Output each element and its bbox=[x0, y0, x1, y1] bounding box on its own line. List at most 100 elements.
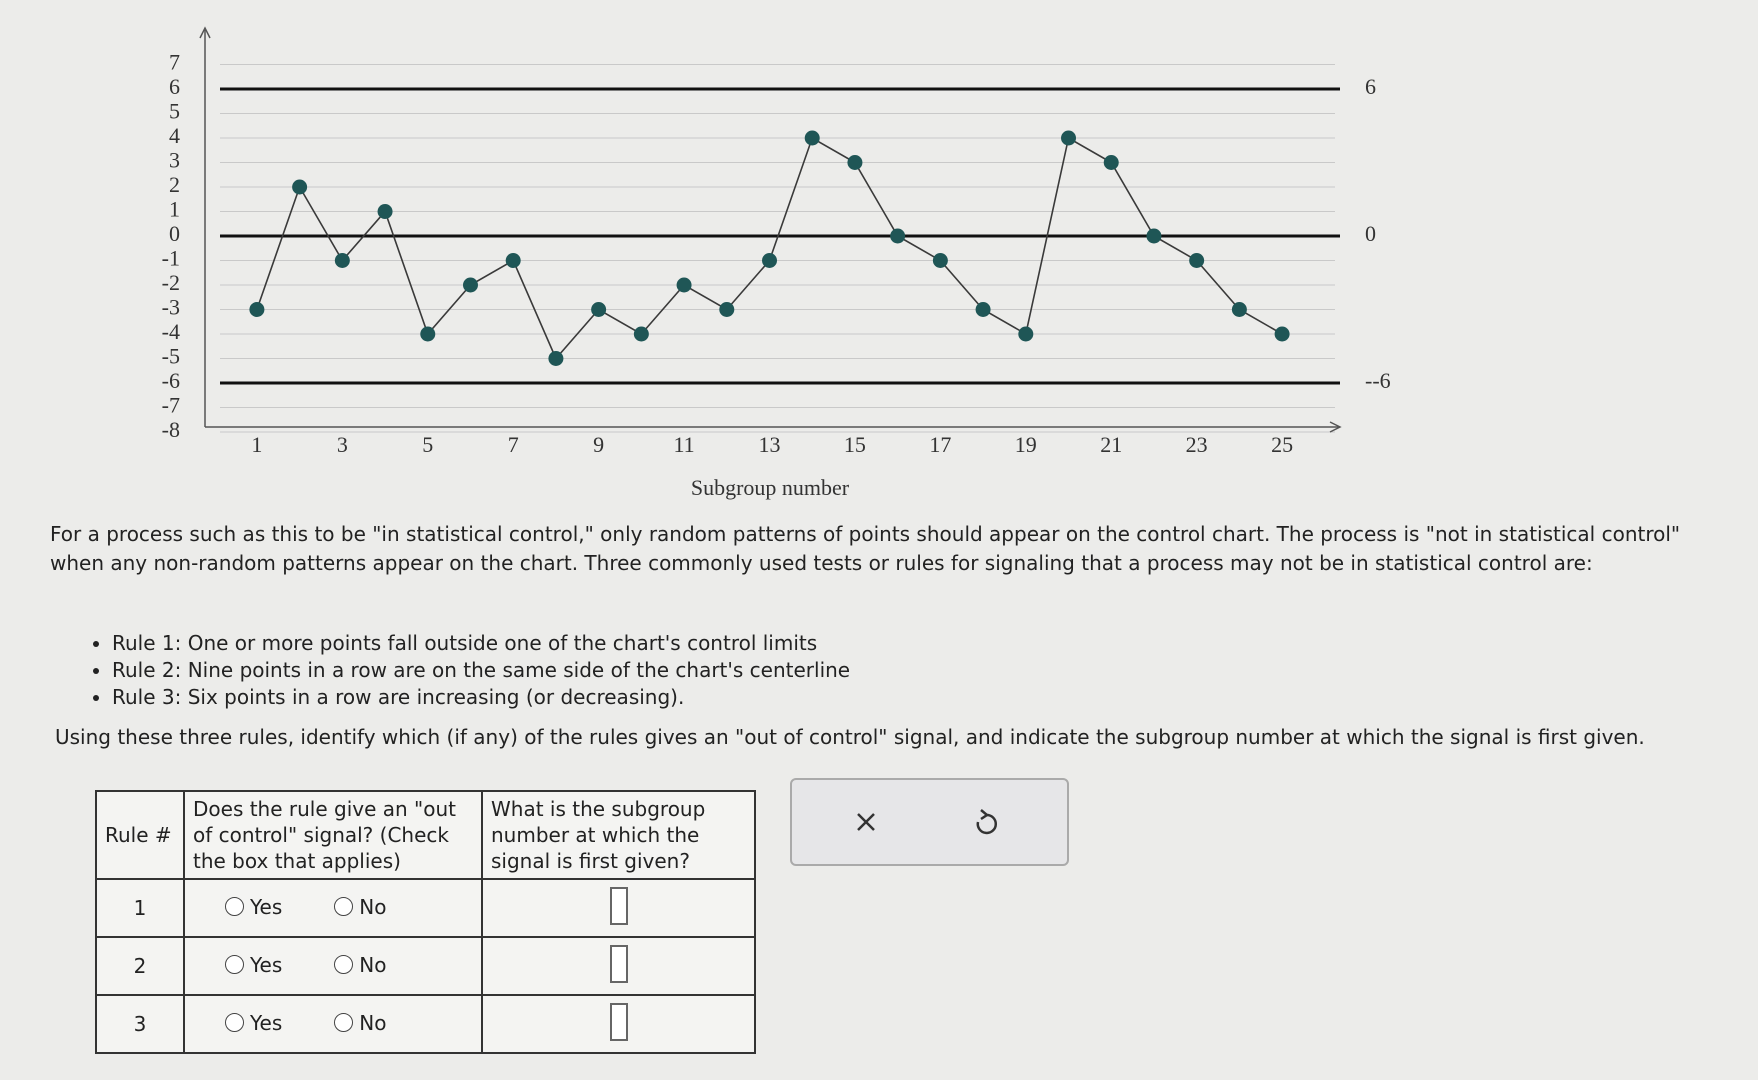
radio-option[interactable]: No bbox=[334, 894, 387, 919]
y-tick-label: 6 bbox=[169, 74, 180, 99]
x-tick-label: 23 bbox=[1186, 432, 1208, 457]
x-tick-label: 5 bbox=[422, 432, 433, 457]
y-tick-label: -5 bbox=[162, 344, 180, 369]
clear-button[interactable] bbox=[857, 813, 875, 831]
y-tick-label: 4 bbox=[169, 123, 180, 148]
y-tick-label: -7 bbox=[162, 393, 180, 418]
reset-button[interactable] bbox=[976, 809, 998, 835]
data-point bbox=[1231, 302, 1247, 317]
radio-button[interactable] bbox=[334, 897, 354, 917]
input-cell bbox=[481, 936, 756, 996]
rule-number: 1 bbox=[95, 878, 185, 938]
data-point bbox=[591, 302, 607, 317]
table-body: 1 Yes No 2 Yes No 3 Yes No bbox=[95, 878, 756, 1054]
y-tick-label: 0 bbox=[169, 221, 180, 246]
data-point bbox=[1018, 326, 1034, 342]
radio-label: Yes bbox=[250, 894, 283, 919]
data-point bbox=[633, 326, 649, 342]
subgroup-input[interactable] bbox=[609, 886, 628, 925]
input-cell bbox=[481, 994, 756, 1054]
data-point bbox=[292, 179, 308, 195]
radio-option[interactable]: No bbox=[334, 1011, 387, 1035]
table-row: 3 Yes No bbox=[95, 994, 756, 1054]
data-point bbox=[932, 253, 948, 268]
data-point bbox=[334, 253, 350, 268]
x-tick-label: 25 bbox=[1271, 432, 1293, 457]
data-line bbox=[256, 136, 1283, 360]
x-axis-arrow bbox=[1329, 421, 1342, 433]
y-tick-label: 3 bbox=[169, 148, 180, 173]
radio-button[interactable] bbox=[334, 955, 354, 975]
header-cell: What is the subgroup number at which the… bbox=[481, 790, 756, 880]
x-axis-label: Subgroup number bbox=[691, 475, 850, 500]
header-cell: Rule # bbox=[95, 790, 185, 880]
radio-option[interactable]: Yes bbox=[225, 895, 282, 919]
x-tick-label: 3 bbox=[337, 432, 348, 457]
data-point bbox=[548, 351, 564, 366]
rule-number: 3 bbox=[95, 994, 185, 1054]
y-axis-arrow bbox=[199, 26, 211, 39]
data-point bbox=[847, 155, 863, 170]
y-tick-label: -6 bbox=[162, 368, 180, 393]
subgroup-input[interactable] bbox=[609, 1002, 628, 1041]
radio-cell: Yes No bbox=[183, 878, 483, 938]
radio-option[interactable]: No bbox=[334, 952, 387, 977]
x-tick-label: 1 bbox=[251, 432, 262, 457]
intro-text: For a process such as this to be "in sta… bbox=[50, 522, 1681, 575]
rule-item: Rule 3: Six points in a row are increasi… bbox=[112, 684, 850, 711]
data-point bbox=[804, 130, 820, 146]
data-point bbox=[377, 204, 393, 219]
radio-button[interactable] bbox=[225, 1013, 244, 1033]
rule-item: Rule 2: Nine points in a row are on the … bbox=[112, 657, 850, 684]
header-cell: Does the rule give an "out of control" s… bbox=[183, 790, 483, 880]
data-point bbox=[420, 326, 436, 342]
control-line-label: 6 bbox=[1365, 74, 1376, 99]
question-text: Using these three rules, identify which … bbox=[55, 725, 1645, 749]
radio-label: Yes bbox=[250, 1010, 283, 1035]
y-tick-label: -2 bbox=[162, 270, 180, 295]
radio-button[interactable] bbox=[225, 955, 244, 975]
radio-label: No bbox=[359, 894, 387, 919]
radio-label: No bbox=[359, 952, 387, 977]
control-line-label: --6 bbox=[1365, 368, 1391, 393]
action-buttons bbox=[790, 778, 1069, 866]
data-point bbox=[762, 253, 777, 268]
radio-button[interactable] bbox=[334, 1013, 354, 1033]
rule-number: 2 bbox=[95, 936, 185, 996]
table-row: 1 Yes No bbox=[95, 878, 756, 938]
data-point bbox=[1274, 326, 1290, 342]
button-icons bbox=[857, 809, 998, 835]
x-tick-label: 15 bbox=[844, 432, 866, 457]
x-tick-label: 13 bbox=[759, 432, 781, 457]
y-tick-label: -3 bbox=[162, 295, 180, 320]
y-tick-label: -8 bbox=[162, 417, 180, 442]
data-point bbox=[1061, 130, 1077, 146]
data-point bbox=[676, 277, 692, 293]
data-point bbox=[890, 228, 906, 244]
radio-cell: Yes No bbox=[183, 936, 483, 996]
radio-button[interactable] bbox=[225, 897, 244, 917]
subgroup-input[interactable] bbox=[609, 944, 628, 983]
y-tick-label: -1 bbox=[162, 246, 180, 271]
y-tick-label: -4 bbox=[162, 319, 180, 344]
radio-option[interactable]: Yes bbox=[225, 953, 282, 977]
radio-option[interactable]: Yes bbox=[225, 1011, 282, 1035]
data-point bbox=[505, 253, 521, 268]
input-cell bbox=[481, 878, 756, 938]
answer-table: Rule # Does the rule give an "out of con… bbox=[95, 790, 756, 1054]
y-tick-label: 5 bbox=[169, 99, 180, 124]
y-tick-label: 7 bbox=[169, 50, 180, 75]
table-row: 2 Yes No bbox=[95, 936, 756, 996]
y-tick-label: 1 bbox=[169, 197, 180, 222]
data-point bbox=[1146, 228, 1162, 244]
data-point bbox=[1103, 155, 1119, 170]
data-point bbox=[1189, 253, 1205, 268]
x-tick-label: 17 bbox=[929, 432, 951, 457]
radio-label: Yes bbox=[250, 952, 283, 977]
rules-list: Rule 1: One or more points fall outside … bbox=[90, 630, 850, 711]
x-tick-label: 9 bbox=[593, 432, 604, 457]
control-line-label: 0 bbox=[1365, 221, 1376, 246]
data-point bbox=[462, 277, 478, 293]
x-tick-label: 7 bbox=[508, 432, 519, 457]
